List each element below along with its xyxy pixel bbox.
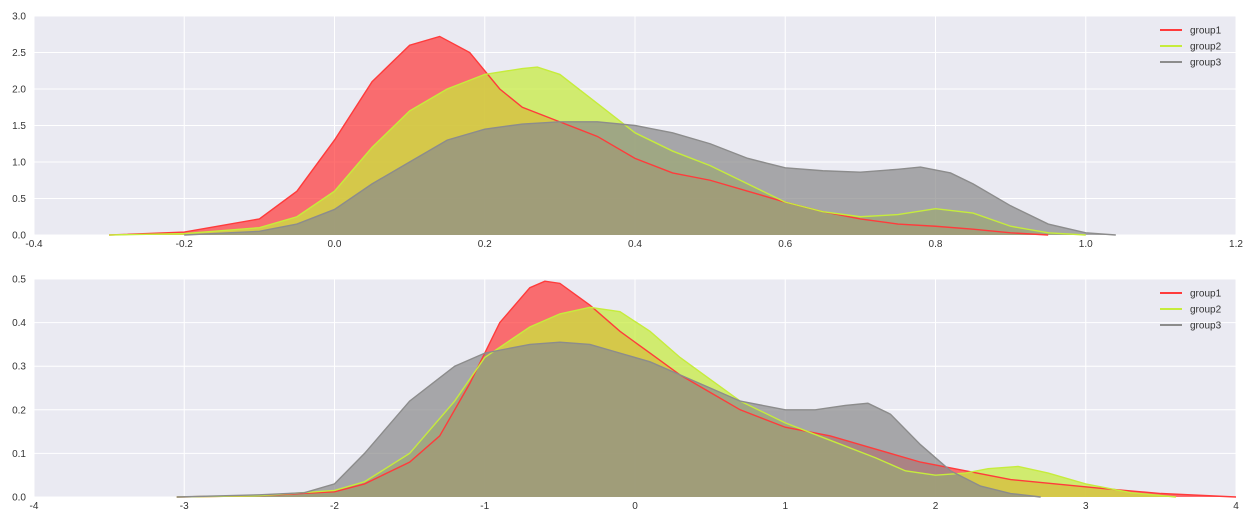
x-tick-label: -4: [30, 501, 39, 512]
x-tick-label: 0.4: [628, 239, 642, 250]
x-tick-label: 1.0: [1079, 239, 1093, 250]
chart-panel-2: -4 -3 -2 -1 0 1 2 3 40.00.10.20.30.40.5group1gro…: [12, 275, 1239, 513]
x-tick-label: 4: [1233, 501, 1239, 512]
y-tick-label: 0.2: [12, 405, 26, 416]
area-group3: [176, 342, 1041, 497]
chart-panel-1: -0.4 -0.2 0.0 0.2 0.4 0.6 0.8 1.0 1.2 0.0 0.5 1.0 1.…: [12, 12, 1243, 251]
x-tick-label: 0.8: [929, 239, 943, 250]
line-group3: [184, 121, 1116, 236]
legend: group1 group2 group3: [1160, 289, 1222, 332]
x-tick-label: 0: [632, 501, 638, 512]
y-tick-label: 0.3: [12, 362, 26, 373]
area-group3: [184, 121, 1116, 235]
x-tick-label: -2: [330, 501, 339, 512]
legend: group1 group2 group3: [1160, 26, 1222, 69]
line-group2: [109, 66, 1086, 236]
x-tick-label: 2: [933, 501, 939, 512]
legend-label-group2: group2: [1190, 305, 1222, 316]
y-tick-label: 0.5: [12, 194, 26, 205]
x-tick-label: 1: [782, 501, 788, 512]
x-tick-label: 1.2: [1229, 239, 1243, 250]
y-tick-label: 0.0: [12, 493, 26, 504]
x-tick-label: 0.0: [328, 239, 342, 250]
x-tick-label: -0.4: [25, 239, 43, 250]
line-group1: [176, 280, 1237, 498]
x-tick-label: -3: [180, 501, 189, 512]
legend-label-group1: group1: [1190, 26, 1222, 37]
legend-label-group3: group3: [1190, 58, 1222, 69]
line-group1: [109, 35, 1049, 236]
y-tick-label: 0.5: [12, 275, 26, 286]
x-tick-label: 0.2: [478, 239, 492, 250]
line-group3: [176, 341, 1041, 498]
legend-label-group1: group1: [1190, 289, 1222, 300]
y-tick-label: 1.5: [12, 121, 26, 132]
line-group2: [176, 306, 1176, 498]
y-tick-label: 0.0: [12, 231, 26, 242]
y-tick-label: 3.0: [12, 12, 26, 23]
y-tick-label: 2.0: [12, 85, 26, 96]
legend-label-group2: group2: [1190, 42, 1222, 53]
x-tick-label: 0.6: [778, 239, 792, 250]
legend-label-group3: group3: [1190, 321, 1222, 332]
x-tick-label: 3: [1083, 501, 1089, 512]
y-tick-label: 1.0: [12, 158, 26, 169]
y-tick-label: 0.1: [12, 449, 26, 460]
y-tick-label: 0.4: [12, 318, 26, 329]
y-tick-label: 2.5: [12, 48, 26, 59]
x-tick-label: -0.2: [176, 239, 194, 250]
x-tick-label: -1: [480, 501, 489, 512]
